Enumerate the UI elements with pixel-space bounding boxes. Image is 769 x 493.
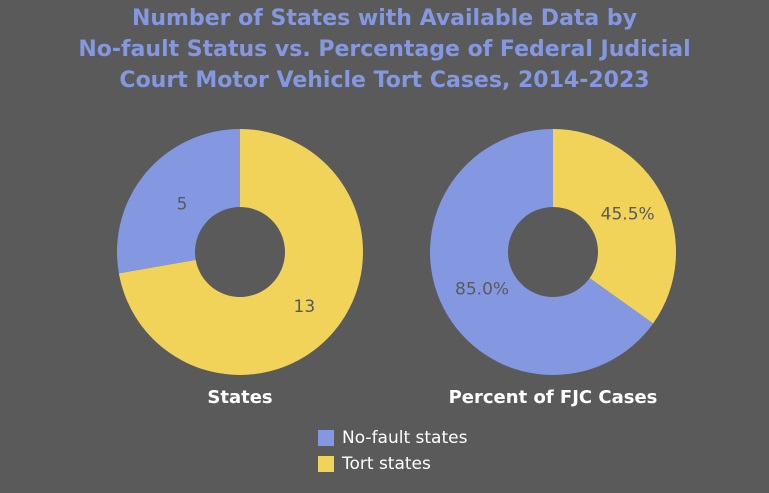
donut-1-slice-no-fault xyxy=(117,129,240,274)
donut-1-caption: States xyxy=(207,387,272,408)
legend-swatch-no-fault xyxy=(318,430,334,446)
donut-2-slice-no-fault xyxy=(430,129,654,375)
chart-title-line-3: Court Motor Vehicle Tort Cases, 2014-202… xyxy=(119,68,650,93)
legend-swatch-tort xyxy=(318,456,334,472)
donut-2-value-label-tort: 45.5% xyxy=(601,205,655,225)
chart-title-line-1: Number of States with Available Data by xyxy=(131,6,638,31)
donut-1-slice-tort xyxy=(118,129,363,375)
legend-label-no-fault: No-fault states xyxy=(342,428,468,448)
donut-1-value-label-no-fault: 5 xyxy=(177,194,188,214)
legend-item-no-fault: No-fault states xyxy=(318,427,467,449)
donut-1-value-label-tort: 13 xyxy=(294,297,316,317)
chart-title-line-2: No-fault Status vs. Percentage of Federa… xyxy=(78,37,691,62)
donut-2-value-label-no-fault: 85.0% xyxy=(455,280,509,300)
legend-label-tort: Tort states xyxy=(342,454,431,474)
donut-2-slice-tort xyxy=(553,129,676,324)
donut-2-caption: Percent of FJC Cases xyxy=(449,387,658,408)
legend-item-tort: Tort states xyxy=(318,453,431,475)
